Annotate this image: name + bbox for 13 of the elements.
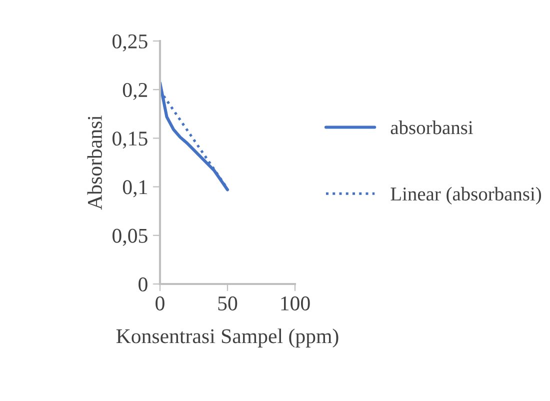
x-tick-label: 0 <box>156 296 164 310</box>
legend-label: Linear (absorbansi) <box>390 186 542 205</box>
x-axis-title: Konsentrasi Sampel (ppm) <box>116 328 338 348</box>
x-tick-label: 100 <box>281 296 310 310</box>
y-tick-label: 0,15 <box>112 132 148 149</box>
legend-label: absorbansi <box>390 120 473 134</box>
y-tick-label: 0,05 <box>112 228 148 246</box>
y-axis-title: Absorbansi <box>87 115 102 210</box>
x-tick-label: 50 <box>218 296 238 310</box>
y-tick-label: 0 <box>138 277 148 292</box>
y-tick-label: 0,2 <box>122 82 148 100</box>
y-tick-label: 0,1 <box>122 180 147 198</box>
y-tick-label: 0,25 <box>112 34 148 52</box>
